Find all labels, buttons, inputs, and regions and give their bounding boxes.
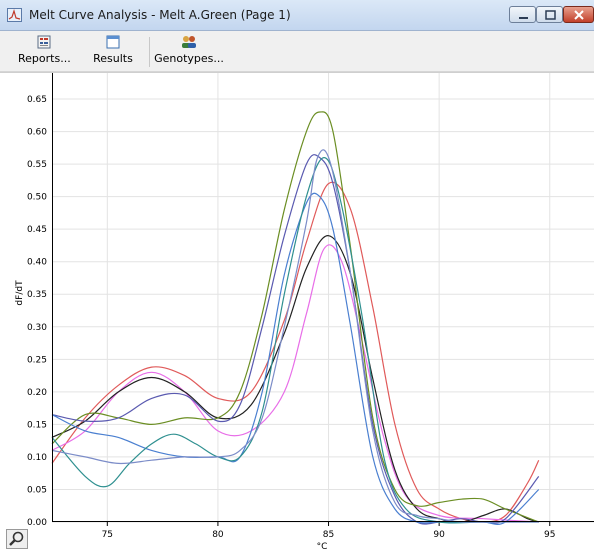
x-tick-label: 75 <box>102 530 113 540</box>
reports-label: Reports... <box>18 52 71 65</box>
reports-icon <box>37 35 51 49</box>
maximize-icon <box>545 10 556 20</box>
minimize-icon <box>519 17 528 19</box>
genotypes-people-icon <box>182 36 196 48</box>
grid-lines <box>52 73 594 523</box>
y-tick-label: 0.40 <box>27 258 47 268</box>
y-tick-label: 0.05 <box>27 485 47 495</box>
maximize-button[interactable] <box>536 6 563 23</box>
melt-curve-series-6 <box>51 192 540 525</box>
x-tick-label: 80 <box>212 530 224 540</box>
y-axis-ticks: 0.00 0.05 0.10 0.15 0.20 0.25 0.30 0.35 0.40 0.45… <box>27 95 47 528</box>
y-tick-label: 0.25 <box>27 355 47 365</box>
minimize-button[interactable] <box>509 6 536 23</box>
y-tick-label: 0.00 <box>27 518 47 528</box>
x-axis-ticks: 75 80 85 90 95 <box>102 522 555 540</box>
window-title: Melt Curve Analysis - Melt A.Green (Page… <box>29 8 291 22</box>
y-tick-label: 0.45 <box>27 225 47 235</box>
title-bar: Melt Curve Analysis - Melt A.Green (Page… <box>0 0 594 31</box>
x-axis-label: °C <box>317 542 328 549</box>
y-tick-label: 0.20 <box>27 388 47 398</box>
y-tick-label: 0.35 <box>27 290 47 300</box>
series-lines <box>51 111 540 525</box>
results-button[interactable]: Results <box>92 35 134 65</box>
y-tick-label: 0.55 <box>27 160 47 170</box>
y-tick-label: 0.30 <box>27 323 47 333</box>
x-tick-label: 95 <box>544 530 555 540</box>
melt-curve-series-3 <box>51 235 539 523</box>
melt-curve-series-2 <box>51 244 539 523</box>
melt-curve-app-icon <box>7 8 22 22</box>
x-tick-label: 85 <box>323 530 334 540</box>
y-tick-label: 0.65 <box>27 95 47 105</box>
melt-curve-chart: 0.00 0.05 0.10 0.15 0.20 0.25 0.30 0.35 0.40 0.45… <box>15 73 594 549</box>
genotypes-button[interactable]: Genotypes... <box>153 35 225 65</box>
toolbar: Reports... Results Genotypes... <box>0 31 594 72</box>
toolbar-separator <box>149 37 150 67</box>
magnifier-tool-icon[interactable] <box>6 529 28 549</box>
melt-curve-series-7 <box>51 156 539 524</box>
reports-button[interactable]: Reports... <box>18 35 71 65</box>
x-tick-label: 90 <box>433 530 445 540</box>
results-window-icon <box>106 35 120 49</box>
results-label: Results <box>93 52 133 65</box>
genotypes-label: Genotypes... <box>154 52 224 65</box>
close-button[interactable] <box>563 6 594 23</box>
y-axis-label: dF/dT <box>15 280 25 306</box>
melt-curve-series-4 <box>51 111 539 523</box>
y-tick-label: 0.50 <box>27 193 47 203</box>
melt-curve-plot[interactable]: 0.00 0.05 0.10 0.15 0.20 0.25 0.30 0.35 0.40 0.45… <box>0 72 594 549</box>
close-icon <box>574 10 584 20</box>
y-tick-label: 0.15 <box>27 420 47 430</box>
y-tick-label: 0.10 <box>27 453 47 463</box>
melt-curve-series-8 <box>51 149 539 523</box>
y-tick-label: 0.60 <box>27 128 47 138</box>
